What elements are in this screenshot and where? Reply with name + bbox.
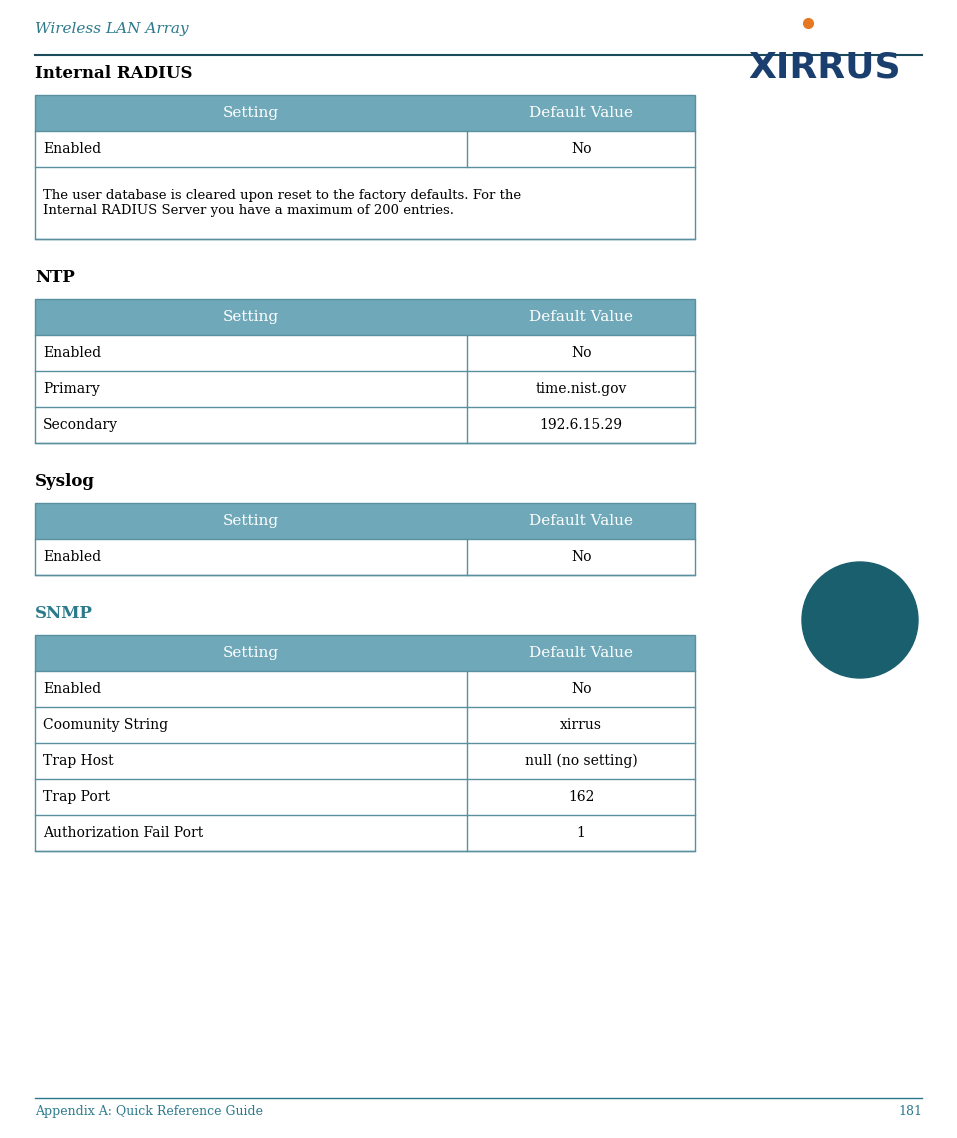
Text: xirrus: xirrus — [560, 718, 602, 732]
Bar — [35, 299, 695, 443]
Text: The user database is cleared upon reset to the factory defaults. For the
Interna: The user database is cleared upon reset … — [43, 189, 522, 217]
Text: 181: 181 — [898, 1105, 922, 1118]
Bar — [35, 743, 695, 780]
Text: Setting: Setting — [223, 106, 279, 119]
Bar — [35, 167, 695, 239]
Text: No: No — [571, 346, 591, 360]
Circle shape — [802, 562, 918, 678]
Text: Internal RADIUS: Internal RADIUS — [35, 65, 192, 82]
Text: Wireless LAN Array: Wireless LAN Array — [35, 22, 189, 36]
Text: No: No — [571, 682, 591, 696]
Text: Syslog: Syslog — [35, 473, 95, 490]
Bar — [35, 635, 695, 851]
Text: null (no setting): null (no setting) — [524, 753, 637, 768]
Text: time.nist.gov: time.nist.gov — [536, 382, 627, 396]
Text: Trap Port: Trap Port — [43, 790, 110, 805]
Text: NTP: NTP — [35, 269, 75, 286]
Text: Enabled: Enabled — [43, 682, 101, 696]
Text: 1: 1 — [577, 826, 586, 840]
Text: 162: 162 — [568, 790, 594, 805]
Text: Setting: Setting — [223, 646, 279, 660]
Bar — [35, 299, 695, 335]
Bar — [35, 335, 695, 371]
Text: XIRRUS: XIRRUS — [748, 50, 901, 84]
Bar — [35, 539, 695, 575]
Text: 192.6.15.29: 192.6.15.29 — [540, 418, 623, 432]
Bar — [35, 780, 695, 815]
Bar — [35, 94, 695, 131]
Text: Trap Host: Trap Host — [43, 754, 114, 768]
Text: No: No — [571, 142, 591, 156]
Text: Coomunity String: Coomunity String — [43, 718, 168, 732]
Text: Appendix A: Quick Reference Guide: Appendix A: Quick Reference Guide — [35, 1105, 263, 1118]
Bar — [35, 503, 695, 575]
Text: Default Value: Default Value — [529, 514, 634, 528]
Text: Secondary: Secondary — [43, 418, 118, 432]
Bar — [35, 671, 695, 707]
Text: Setting: Setting — [223, 514, 279, 528]
Text: Authorization Fail Port: Authorization Fail Port — [43, 826, 203, 840]
Text: Default Value: Default Value — [529, 646, 634, 660]
Bar — [35, 707, 695, 743]
Text: SNMP: SNMP — [35, 605, 93, 622]
Bar — [35, 815, 695, 851]
Text: Setting: Setting — [223, 310, 279, 324]
Text: Enabled: Enabled — [43, 346, 101, 360]
Bar — [35, 635, 695, 671]
Bar — [35, 371, 695, 407]
Bar — [35, 94, 695, 239]
Text: Default Value: Default Value — [529, 106, 634, 119]
Text: No: No — [571, 550, 591, 564]
Text: Enabled: Enabled — [43, 142, 101, 156]
Bar — [35, 407, 695, 443]
Text: Enabled: Enabled — [43, 550, 101, 564]
Bar — [35, 131, 695, 167]
Bar — [35, 503, 695, 539]
Text: Default Value: Default Value — [529, 310, 634, 324]
Text: Primary: Primary — [43, 382, 100, 396]
